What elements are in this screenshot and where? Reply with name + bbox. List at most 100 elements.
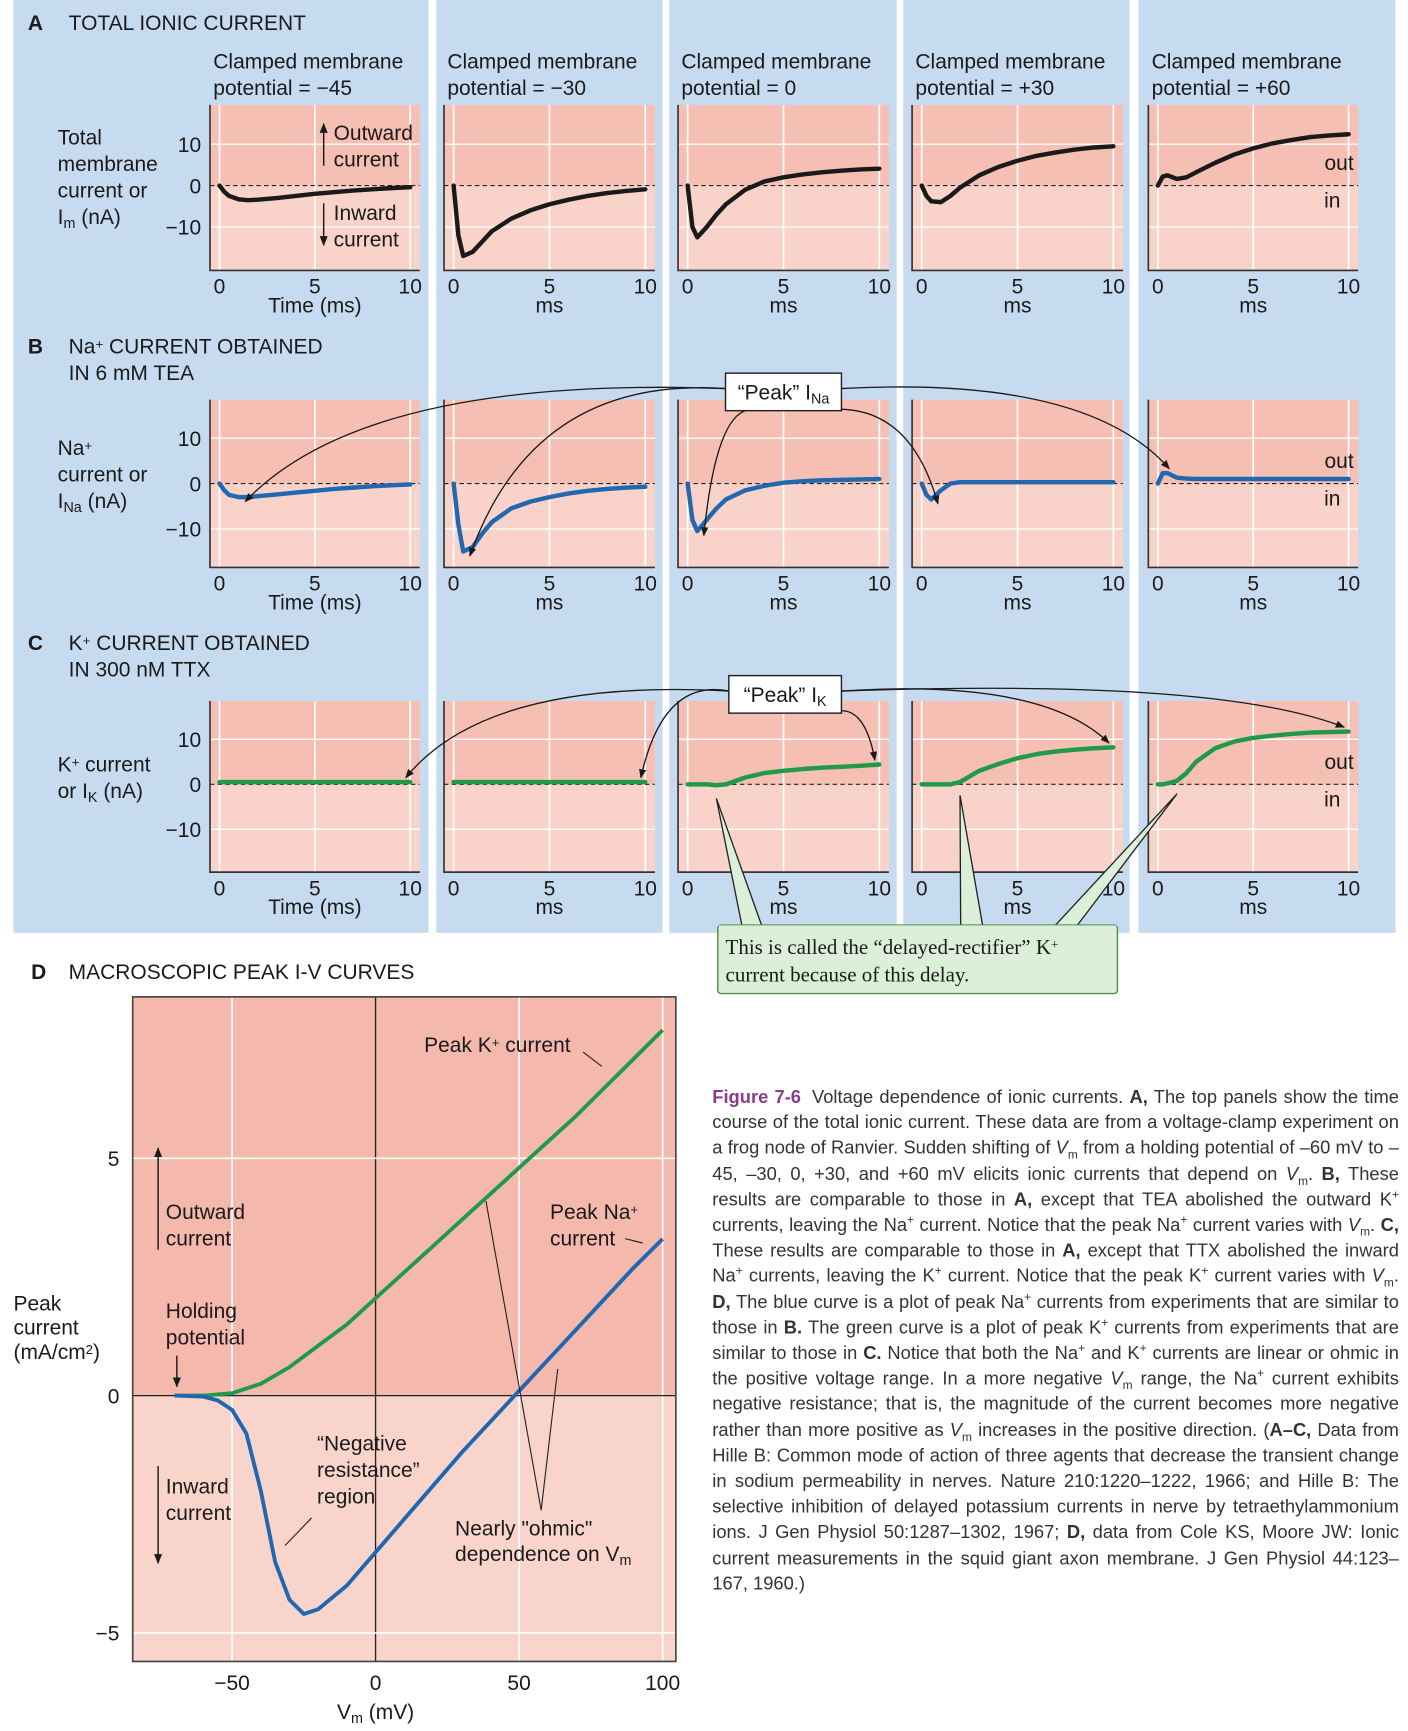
axis-line (443, 104, 655, 272)
text-run: (nA) (82, 490, 127, 513)
caption-text: Voltage dependence of ionic currents. (812, 1086, 1130, 1108)
x-tick-label: 0 (682, 877, 694, 900)
x-tick-label: 5 (309, 573, 321, 596)
caption-text: current exhibits negative resistance; th… (712, 1368, 1399, 1441)
text-run: (mA/cm (13, 1341, 85, 1364)
y-axis-label: current or (58, 463, 148, 486)
caption-text: A–C, (1269, 1419, 1312, 1441)
annotation: current (166, 1227, 231, 1250)
axis-line (677, 399, 889, 569)
text-run: dependence on V (455, 1543, 619, 1566)
superscript: + (72, 754, 80, 769)
x-axis-label: ms (1004, 896, 1032, 919)
x-tick-label: 10 (868, 276, 891, 299)
x-tick-label: 5 (1012, 276, 1024, 299)
y-axis-label: INa (nA) (58, 490, 128, 515)
x-axis-label: ms (535, 591, 563, 614)
callout-arrow (841, 386, 1170, 470)
x-tick-label: 0 (448, 877, 460, 900)
x-axis-label: Vm (mV) (337, 1701, 414, 1727)
note-text: This is called the “delayed-rectifier” K… (726, 935, 1059, 959)
y-axis-label: Na+ (58, 437, 93, 460)
annotation: in (1324, 788, 1340, 811)
x-tick-label: 0 (1152, 877, 1164, 900)
callout-arrow (841, 687, 1346, 728)
text-run: K (58, 754, 72, 777)
subscript: Na (63, 499, 81, 515)
series-label: Peak K+ current (424, 1034, 571, 1057)
caption-text: except that TEA abolished the outward K (1032, 1188, 1392, 1210)
callout-arrow (639, 689, 729, 779)
annotation: Nearly "ohmic" (455, 1518, 592, 1541)
annotation: resistance” (317, 1459, 420, 1482)
text-run: (mV) (363, 1701, 414, 1724)
caption-text: V (1347, 1214, 1361, 1236)
x-tick-label: 10 (399, 573, 422, 596)
text-run: I (58, 206, 64, 229)
panel-title: Clamped membrane (915, 50, 1105, 73)
plot-frame (131, 996, 677, 1663)
text-run: V (337, 1701, 351, 1724)
x-tick-label: 5 (778, 877, 790, 900)
caption-text: . (1369, 1214, 1381, 1236)
axis-line (911, 104, 1123, 272)
caption-text: and K (1085, 1342, 1140, 1364)
current-trace (217, 481, 413, 500)
x-axis-label: ms (1239, 896, 1267, 919)
panel-title: potential = +30 (915, 77, 1054, 100)
axis-line (1147, 399, 1359, 569)
text-run: CURRENT OBTAINED (103, 335, 322, 358)
caption-text: . (1393, 1265, 1399, 1287)
axis-line (1147, 701, 1359, 873)
axis-line (677, 701, 889, 873)
panel-title: potential = 0 (681, 77, 796, 100)
axis-line (1147, 104, 1359, 272)
panel-letter: C (28, 632, 43, 655)
caption-text: m (1360, 1225, 1370, 1239)
x-axis-label: Time (ms) (268, 591, 362, 614)
leader-line (485, 1201, 542, 1511)
caption-text: A, (1013, 1188, 1033, 1210)
x-tick-label: 10 (1337, 573, 1360, 596)
caption-text: Notice that both the Na (881, 1342, 1079, 1364)
caption-text: B, (1321, 1163, 1340, 1185)
text-run: CURRENT OBTAINED (90, 632, 309, 655)
x-axis-label: ms (1004, 294, 1032, 317)
panel-title: potential = −45 (213, 77, 352, 100)
caption-text: m (1298, 1174, 1308, 1188)
y-tick-label: −5 (96, 1623, 120, 1646)
x-tick-label: 10 (1102, 276, 1125, 299)
caption-text: + (1391, 1188, 1399, 1202)
caption-text: m (1122, 1379, 1133, 1393)
series-label: current (550, 1227, 615, 1250)
annotation: Inward (166, 1476, 229, 1499)
axis-line (911, 399, 1123, 569)
caption-text: V (1055, 1137, 1068, 1159)
subscript: m (619, 1552, 631, 1568)
text-run: I (58, 490, 64, 513)
caption-text: A, (1062, 1239, 1081, 1261)
caption-text: data from Cole KS, Moore JW: Ionic curre… (712, 1521, 1399, 1594)
x-axis-label: ms (1004, 591, 1032, 614)
y-tick-label: 0 (189, 175, 201, 198)
caption-text: current varies with (1187, 1214, 1348, 1236)
annotation: region (317, 1486, 375, 1509)
text-run: K (69, 632, 83, 655)
annotation: Outward (166, 1201, 245, 1224)
annotation: Inward (334, 202, 397, 225)
row-title: K+ CURRENT OBTAINED (69, 632, 310, 655)
annotation: in (1324, 190, 1340, 213)
current-trace (451, 481, 648, 554)
panel-letter: D (31, 961, 46, 984)
y-tick-label: 0 (108, 1385, 120, 1408)
superscript: + (1051, 937, 1058, 952)
caption-text: C. (863, 1342, 882, 1364)
caption-text: + (1201, 1265, 1209, 1279)
callout-box (728, 674, 843, 714)
text-run: current (79, 754, 150, 777)
x-axis-label: Time (ms) (268, 294, 362, 317)
caption-text: + (1078, 1341, 1086, 1356)
caption-text: V (1371, 1265, 1384, 1287)
x-tick-label: 10 (1337, 276, 1360, 299)
current-trace (451, 183, 648, 259)
